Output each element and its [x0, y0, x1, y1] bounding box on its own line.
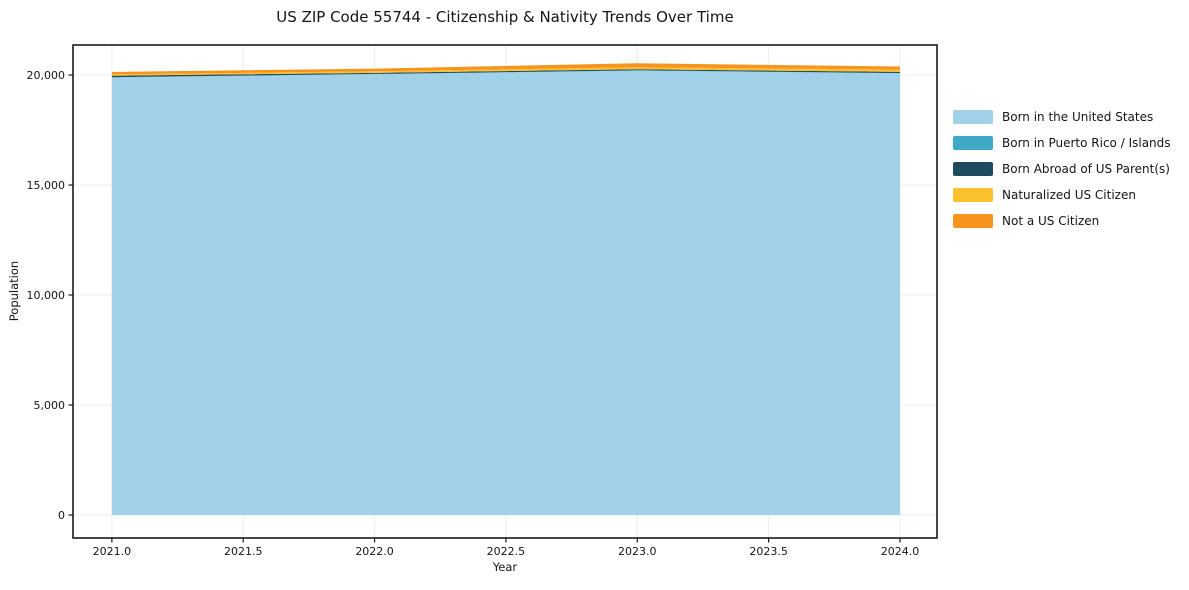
x-axis-label: Year	[492, 560, 518, 574]
area-series-3	[111, 67, 900, 76]
y-axis-label: Population	[7, 260, 21, 322]
legend-swatch-not-citizen	[953, 214, 993, 228]
area-series-0	[111, 70, 900, 516]
x-tick-label: 2024.0	[880, 545, 920, 558]
x-tick-label: 2023.0	[618, 545, 657, 558]
legend-swatch-born-us	[953, 110, 993, 124]
legend-label-puerto-rico: Born in Puerto Rico / Islands	[1002, 136, 1171, 150]
legend-label-naturalized: Naturalized US Citizen	[1002, 188, 1136, 202]
y-tick-label: 5,000	[33, 398, 66, 412]
x-tick-label: 2021.0	[92, 545, 132, 558]
legend-label-born-abroad: Born Abroad of US Parent(s)	[1002, 162, 1170, 176]
x-tick-label: 2022.5	[486, 545, 526, 558]
legend-swatch-naturalized	[953, 188, 993, 202]
y-tick-label: 20,000	[26, 68, 66, 82]
x-tick-label: 2023.5	[749, 545, 788, 558]
legend-row-born-abroad: Born Abroad of US Parent(s)	[953, 156, 1171, 182]
area-series-4	[111, 63, 900, 75]
legend-swatch-puerto-rico	[953, 136, 993, 150]
plot-border	[72, 44, 938, 539]
x-tick-label: 2022.0	[355, 545, 394, 558]
legend-row-naturalized: Naturalized US Citizen	[953, 182, 1171, 208]
legend-row-born-us: Born in the United States	[953, 104, 1171, 130]
y-tick-label: 10,000	[26, 288, 66, 302]
chart-title: US ZIP Code 55744 - Citizenship & Nativi…	[276, 8, 734, 26]
legend-label-not-citizen: Not a US Citizen	[1002, 214, 1100, 228]
y-tick-label: 15,000	[26, 178, 66, 192]
x-tick-label: 2021.5	[223, 545, 263, 558]
y-tick-label: 0	[58, 508, 65, 522]
legend-swatch-born-abroad	[953, 162, 993, 176]
legend-row-not-citizen: Not a US Citizen	[953, 208, 1171, 234]
legend-label-born-us: Born in the United States	[1002, 110, 1154, 124]
legend-row-puerto-rico: Born in Puerto Rico / Islands	[953, 130, 1171, 156]
legend: Born in the United States Born in Puerto…	[953, 104, 1171, 234]
